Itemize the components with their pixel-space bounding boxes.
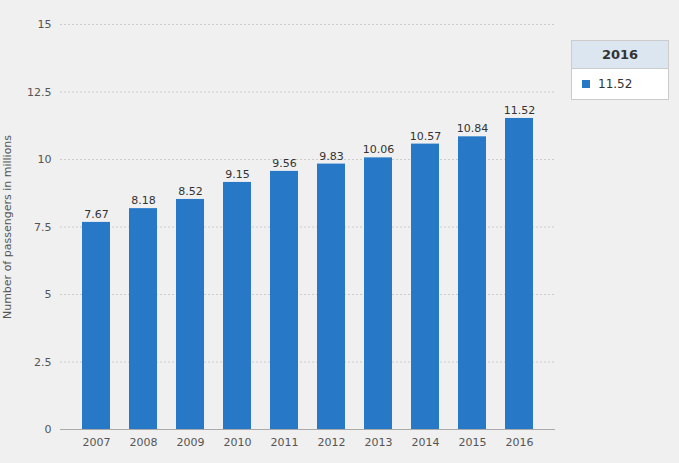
svg-text:2015: 2015 bbox=[459, 436, 487, 449]
svg-text:7.5: 7.5 bbox=[34, 221, 52, 234]
svg-text:10.06: 10.06 bbox=[363, 143, 395, 156]
svg-text:2016: 2016 bbox=[506, 436, 534, 449]
svg-text:2012: 2012 bbox=[318, 436, 346, 449]
svg-text:9.56: 9.56 bbox=[272, 157, 297, 170]
svg-text:2010: 2010 bbox=[224, 436, 252, 449]
svg-text:10.57: 10.57 bbox=[410, 130, 442, 143]
html-text:2016: 2016 bbox=[601, 47, 639, 62]
svg-text:2014: 2014 bbox=[412, 436, 440, 449]
svg-text:15: 15 bbox=[38, 18, 52, 31]
svg-text:9.15: 9.15 bbox=[225, 168, 250, 181]
svg-text:2013: 2013 bbox=[365, 436, 393, 449]
svg-text:9.83: 9.83 bbox=[319, 150, 344, 163]
svg-text:8.18: 8.18 bbox=[131, 194, 156, 207]
svg-text:2007: 2007 bbox=[83, 436, 111, 449]
svg-text:10: 10 bbox=[38, 153, 52, 166]
svg-text:Number of passengers in millio: Number of passengers in millions bbox=[1, 135, 14, 319]
svg-text:11.52: 11.52 bbox=[504, 104, 536, 117]
svg-text:0: 0 bbox=[45, 423, 52, 436]
svg-text:12.5: 12.5 bbox=[27, 86, 52, 99]
svg-text:10.84: 10.84 bbox=[457, 122, 489, 135]
svg-text:7.67: 7.67 bbox=[84, 208, 109, 221]
svg-text:2008: 2008 bbox=[130, 436, 158, 449]
svg-text:2009: 2009 bbox=[177, 436, 205, 449]
svg-text:8.52: 8.52 bbox=[178, 185, 203, 198]
svg-text:2.5: 2.5 bbox=[34, 356, 52, 369]
svg-text:2011: 2011 bbox=[271, 436, 299, 449]
svg-text:5: 5 bbox=[45, 288, 52, 301]
html-text:11.52: 11.52 bbox=[598, 77, 633, 91]
